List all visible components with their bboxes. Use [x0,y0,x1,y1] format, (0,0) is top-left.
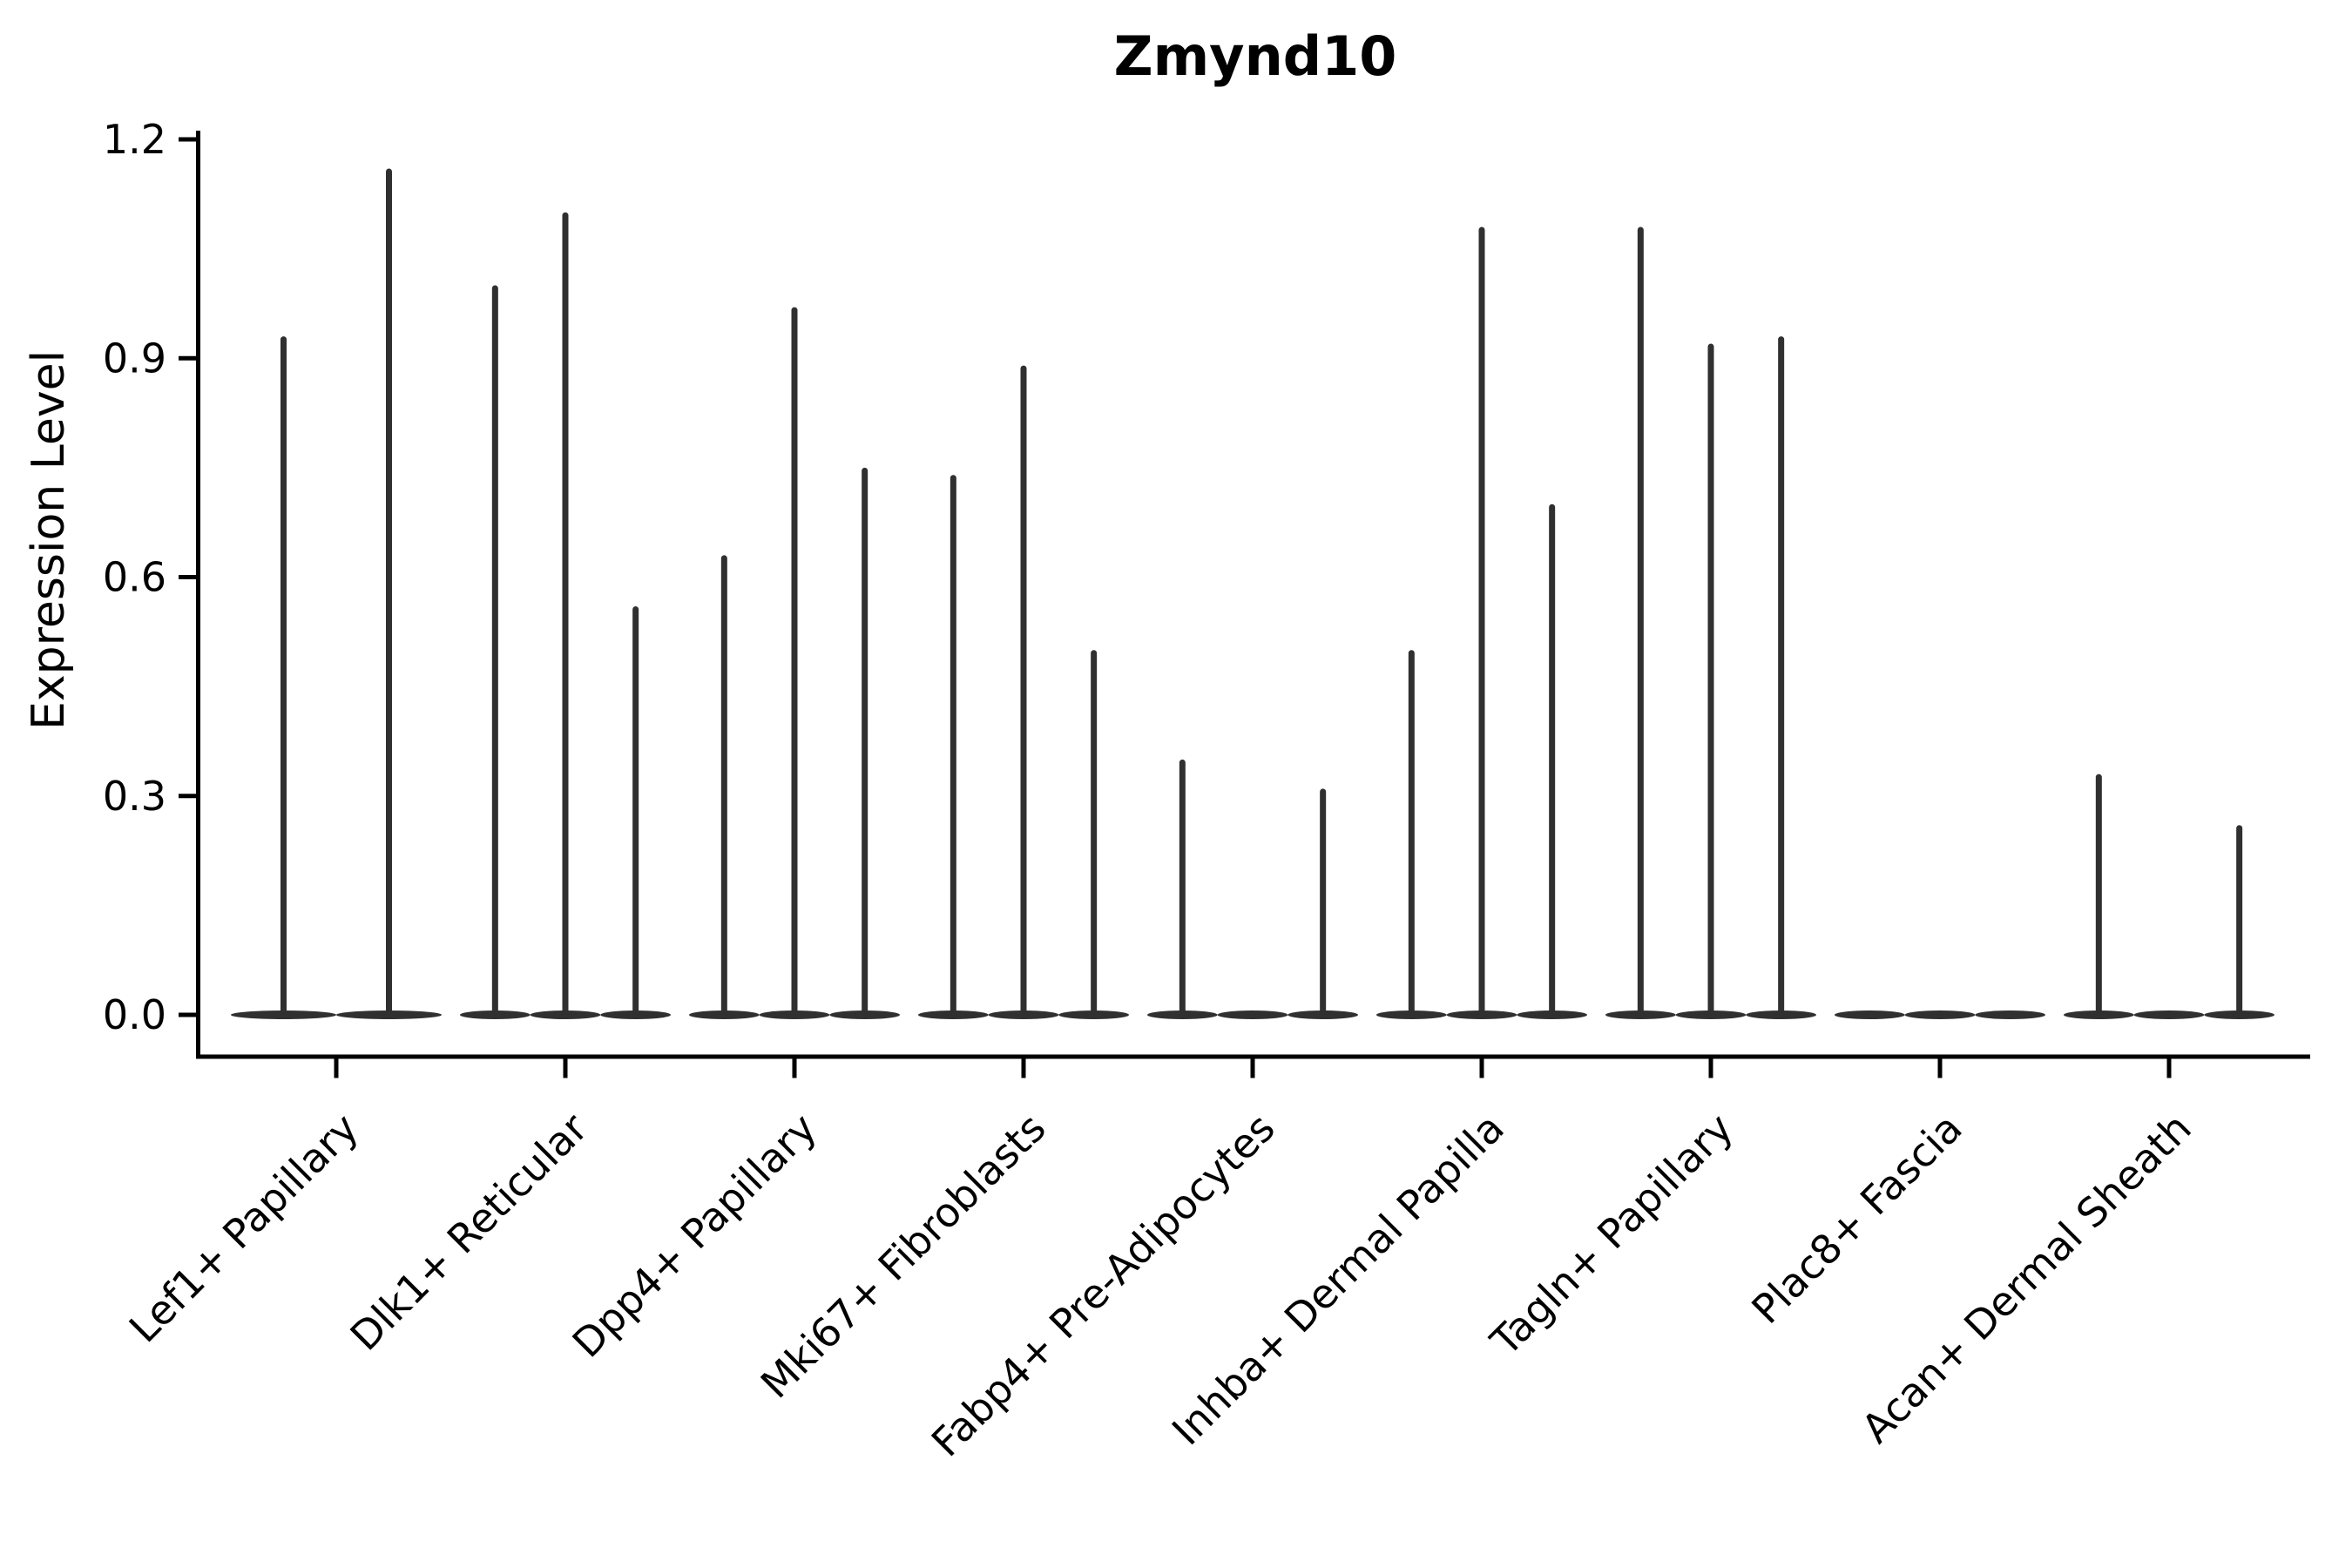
y-tick [179,575,196,579]
violin-group [2064,774,2275,1019]
violin-spike [1778,336,1785,1015]
violin-spike [386,168,392,1015]
violin-spike [720,555,727,1015]
violin-spike [1637,226,1644,1015]
violin-group [1147,759,1358,1019]
violin-body [1147,1010,1218,1019]
y-tick [179,1012,196,1017]
violin-body [1376,1010,1447,1019]
violin-body [1904,1010,1976,1019]
x-tick-label: Tagln+ Papillary [1481,1105,1742,1366]
x-axis-spine [196,1054,2310,1059]
violin-spike [1179,759,1186,1015]
violin-spike [491,285,498,1015]
y-axis-spine [196,131,200,1059]
violin-spike [791,307,798,1015]
violin-body [1058,1010,1129,1019]
y-tick-label: 0.6 [103,554,166,601]
x-tick [1021,1058,1026,1078]
violin-spike [1408,650,1415,1015]
x-tick [1479,1058,1484,1078]
y-tick-label: 0.3 [103,773,166,820]
violin-body [460,1010,531,1019]
violin-body [1746,1010,1816,1019]
violin-body [689,1010,760,1019]
violin-spike [562,212,569,1015]
violin-group [231,168,442,1019]
x-tick-label: Dpp4+ Papillary [564,1105,826,1367]
violin-spike [1549,504,1556,1015]
chart-title: Zmynd10 [1113,24,1397,88]
violin-body [918,1010,989,1019]
violin-spike [1020,365,1027,1015]
x-tick [792,1058,797,1078]
violin-group [460,212,672,1019]
violin-body [1217,1010,1288,1019]
x-tick-label: Plac8+ Fascia [1742,1105,1970,1333]
violin-spike [280,336,287,1015]
y-tick [179,355,196,361]
x-tick [2166,1058,2172,1078]
violin-spike [1320,788,1327,1015]
violin-body [2204,1010,2275,1019]
violin-spike [862,467,868,1015]
violin-spike [632,606,639,1015]
violin-body [600,1010,672,1019]
violin-body [1975,1010,2046,1019]
y-tick-label: 1.2 [103,116,166,163]
violin-group [1605,226,1816,1019]
violin-group [1835,1010,2046,1019]
violin-body [1605,1010,1676,1019]
x-tick [334,1058,339,1078]
violin-group [918,365,1129,1019]
x-tick-label: Dlk1+ Reticular [341,1105,597,1360]
violin-spike [2236,825,2243,1015]
x-tick [1937,1058,1943,1078]
y-tick [179,794,196,799]
x-tick [563,1058,568,1078]
violin-spike [1707,343,1714,1015]
violin-body [1288,1010,1358,1019]
violin-body [2133,1010,2205,1019]
x-tick [1250,1058,1255,1078]
violin-spike [2095,774,2102,1015]
y-tick-label: 0.9 [103,335,166,382]
violin-body [1835,1010,1905,1019]
violin-spike [1091,650,1098,1015]
violin-spike [950,475,956,1015]
y-tick [179,137,196,142]
x-tick [1708,1058,1713,1078]
violin-group [689,307,900,1019]
violin-body [1517,1010,1587,1019]
violin-body [2064,1010,2134,1019]
x-tick-label: Lef1+ Papillary [120,1105,368,1352]
violin-group [1376,226,1587,1019]
violin-spike [1478,226,1485,1015]
y-tick-label: 0.0 [103,991,166,1038]
